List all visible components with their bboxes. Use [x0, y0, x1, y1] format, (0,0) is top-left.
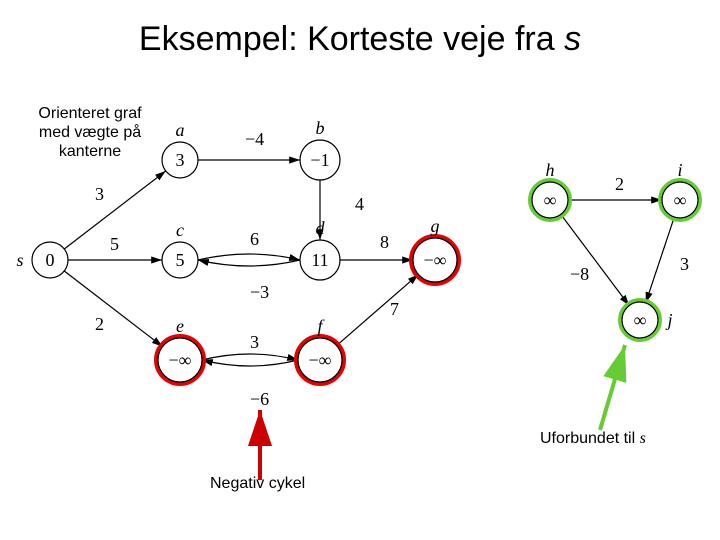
node-value-e: −∞	[169, 350, 192, 370]
node-value-a: 3	[176, 150, 185, 170]
node-label-f: f	[317, 316, 325, 336]
edge-e-f	[202, 354, 298, 360]
edge-weight-i-j: 3	[680, 254, 689, 274]
node-value-s: 0	[46, 250, 55, 270]
edge-weight-e-f: 3	[250, 332, 259, 352]
node-label-d: d	[316, 218, 326, 238]
node-value-f: −∞	[309, 350, 332, 370]
node-label-e: e	[176, 316, 184, 336]
edge-c-d	[198, 254, 300, 260]
graph-diagram: 3 5 2 −4 4 6 −3 8 3 −6 7 2 −8 3 0 s 3 a −1 b 5 c 11 d −∞ e −∞ f −∞ g ∞…	[0, 0, 720, 540]
node-label-b: b	[316, 118, 325, 138]
node-label-s: s	[16, 250, 23, 270]
edge-weight-d-c: −3	[250, 282, 269, 302]
edge-s-e	[64, 271, 162, 347]
caption-unconnected-suffix: s	[640, 430, 646, 447]
edge-weight-b-d: 4	[355, 194, 364, 214]
node-value-c: 5	[176, 250, 185, 270]
edge-d-c	[198, 260, 300, 266]
node-label-j: j	[665, 310, 672, 330]
edge-weight-d-g: 8	[380, 232, 389, 252]
edge-weight-c-d: 6	[250, 229, 259, 249]
edge-h-j	[561, 214, 629, 305]
node-value-b: −1	[310, 150, 329, 170]
caption-unconnected: Uforbundet til s	[540, 430, 646, 448]
edge-weight-h-j: −8	[570, 264, 589, 284]
caption-unconnected-prefix: Uforbundet til	[540, 430, 640, 447]
node-value-h: ∞	[544, 190, 557, 210]
edge-i-j	[646, 217, 675, 303]
node-value-g: −∞	[424, 250, 447, 270]
node-label-a: a	[176, 120, 185, 140]
node-label-i: i	[677, 160, 682, 180]
edge-f-g	[337, 274, 419, 345]
node-label-c: c	[176, 220, 184, 240]
caption-negcycle: Negativ cykel	[210, 475, 305, 493]
edge-weight-a-b: −4	[245, 129, 264, 149]
node-value-j: ∞	[634, 310, 647, 330]
node-value-i: ∞	[674, 190, 687, 210]
node-label-h: h	[546, 160, 555, 180]
node-label-g: g	[431, 216, 440, 236]
edge-weight-s-e: 2	[95, 314, 104, 334]
pointer-arrow-green	[600, 345, 625, 430]
edge-weight-s-a: 3	[95, 184, 104, 204]
node-value-d: 11	[311, 250, 328, 270]
edge-f-e	[202, 360, 298, 366]
edge-weight-f-g: 7	[390, 299, 399, 319]
edge-weight-h-i: 2	[615, 174, 624, 194]
edge-weight-s-c: 5	[110, 234, 119, 254]
edge-weight-f-e: −6	[250, 389, 269, 409]
